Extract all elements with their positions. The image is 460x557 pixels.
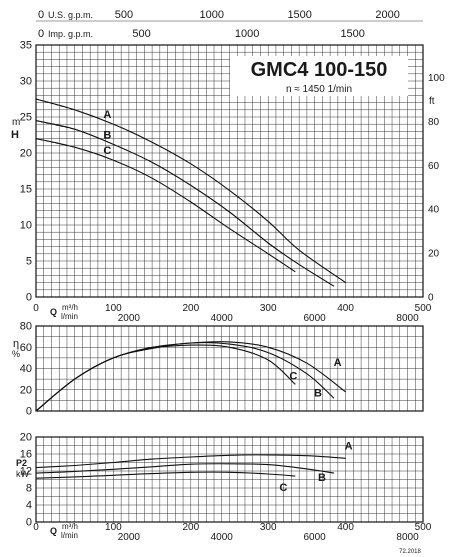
lmin-tick-label: 4000 <box>211 532 234 543</box>
m3h-tick-label: 200 <box>182 303 199 314</box>
lmin-unit-1: l/min <box>61 312 78 321</box>
m3h-tick-label: 100 <box>105 303 122 314</box>
power-series-label-C: C <box>279 482 287 494</box>
efficiency-y-tick-label: 40 <box>20 363 32 375</box>
chart-title: GMC4 100-150 <box>251 59 388 81</box>
usgpm-label: U.S. g.p.m. <box>48 10 93 20</box>
impgpm-label: Imp. g.p.m. <box>48 29 93 39</box>
power-series-label-B: B <box>318 472 326 484</box>
curve-group <box>35 98 346 479</box>
efficiency-y-tick-label: 20 <box>20 384 32 396</box>
head-y-tick-label: 30 <box>20 76 32 88</box>
power-curve-B <box>35 463 335 474</box>
q-label-1: Q <box>50 307 57 317</box>
power-y-tick-label: 4 <box>26 500 32 512</box>
footer-code: 72.2018 <box>399 549 421 555</box>
efficiency-axis-label: η <box>13 338 19 350</box>
m3h-tick-label: 400 <box>337 303 354 314</box>
ft-tick-label: 60 <box>428 161 440 172</box>
head-unit-ft: ft <box>429 96 435 107</box>
power-y-tick-label: 12 <box>20 466 32 478</box>
efficiency-y-tick-label: 60 <box>20 342 32 354</box>
impgpm-tick-label: 0 <box>38 28 44 40</box>
power-panel-frame <box>35 436 424 523</box>
tick-labels: 05101520253035ABC020406080ABC048121620AB… <box>20 9 445 543</box>
panel-frames <box>35 20 424 523</box>
ft-tick-label: 100 <box>428 73 445 84</box>
efficiency-y-tick-label: 0 <box>26 406 32 418</box>
lmin-tick-label: 6000 <box>304 313 327 324</box>
lmin-tick-label: 8000 <box>396 313 419 324</box>
m3h-tick-label: 300 <box>260 522 277 533</box>
lmin-tick-label: 2000 <box>118 313 141 324</box>
m3h-tick-label: 500 <box>415 303 432 314</box>
m3h-tick-label: 0 <box>33 303 39 314</box>
power-axis-label: P2 <box>16 458 27 468</box>
m3h-tick-label: 0 <box>33 522 39 533</box>
ft-tick-label: 0 <box>428 293 434 304</box>
head-axis-label: H <box>11 129 19 141</box>
power-unit: kW <box>16 469 30 479</box>
head-y-tick-label: 0 <box>26 292 32 304</box>
head-y-tick-label: 10 <box>20 220 32 232</box>
head-curve-B <box>35 120 335 287</box>
impgpm-tick-label: 500 <box>132 28 150 40</box>
usgpm-tick-label: 1000 <box>200 9 224 21</box>
head-y-tick-label: 20 <box>20 148 32 160</box>
power-y-tick-label: 16 <box>20 449 32 461</box>
m3h-unit-2: m³/h <box>62 522 78 531</box>
efficiency-unit: % <box>12 349 20 359</box>
power-y-tick-label: 0 <box>26 517 32 529</box>
head-series-label-A: A <box>103 109 111 121</box>
q-label-2: Q <box>50 526 57 536</box>
title-box <box>230 56 408 96</box>
lmin-tick-label: 6000 <box>304 532 327 543</box>
lmin-tick-label: 8000 <box>396 532 419 543</box>
m3h-unit-1: m³/h <box>62 303 78 312</box>
efficiency-panel-frame <box>35 325 424 412</box>
usgpm-tick-label: 0 <box>38 9 44 21</box>
efficiency-y-tick-label: 80 <box>20 321 32 333</box>
head-y-tick-label: 15 <box>20 184 32 196</box>
efficiency-series-label-C: C <box>289 370 297 382</box>
power-curve-C <box>35 471 296 479</box>
impgpm-tick-label: 1000 <box>235 28 259 40</box>
m3h-tick-label: 400 <box>337 522 354 533</box>
m3h-tick-label: 100 <box>105 522 122 533</box>
lmin-tick-label: 4000 <box>211 313 234 324</box>
ft-tick-label: 40 <box>428 205 440 216</box>
power-curve-A <box>35 454 346 469</box>
head-curve-C <box>35 138 296 273</box>
head-y-tick-label: 5 <box>26 256 32 268</box>
ft-tick-label: 20 <box>428 249 440 260</box>
head-series-label-C: C <box>103 145 111 157</box>
m3h-tick-label: 500 <box>415 522 432 533</box>
power-y-tick-label: 8 <box>26 483 32 495</box>
m3h-tick-label: 300 <box>260 303 277 314</box>
head-y-tick-label: 35 <box>20 40 32 52</box>
efficiency-series-label-A: A <box>334 357 342 369</box>
head-curve-A <box>35 98 346 284</box>
usgpm-tick-label: 2000 <box>375 9 399 21</box>
ft-tick-label: 80 <box>428 117 440 128</box>
impgpm-tick-label: 1500 <box>340 28 364 40</box>
head-unit-m: m <box>12 117 20 128</box>
head-series-label-B: B <box>103 129 111 141</box>
power-series-label-A: A <box>345 440 353 452</box>
usgpm-tick-label: 500 <box>115 9 133 21</box>
efficiency-curve-C <box>35 344 296 412</box>
lmin-tick-label: 2000 <box>118 532 141 543</box>
m3h-tick-label: 200 <box>182 522 199 533</box>
chart-subtitle: n ≈ 1450 1/min <box>286 84 352 95</box>
usgpm-tick-label: 1500 <box>287 9 311 21</box>
lmin-unit-2: l/min <box>61 531 78 540</box>
head-y-tick-label: 25 <box>20 112 32 124</box>
efficiency-series-label-B: B <box>314 387 322 399</box>
power-y-tick-label: 20 <box>20 432 32 444</box>
head-panel-frame <box>35 44 424 298</box>
grid-lines <box>36 45 423 522</box>
